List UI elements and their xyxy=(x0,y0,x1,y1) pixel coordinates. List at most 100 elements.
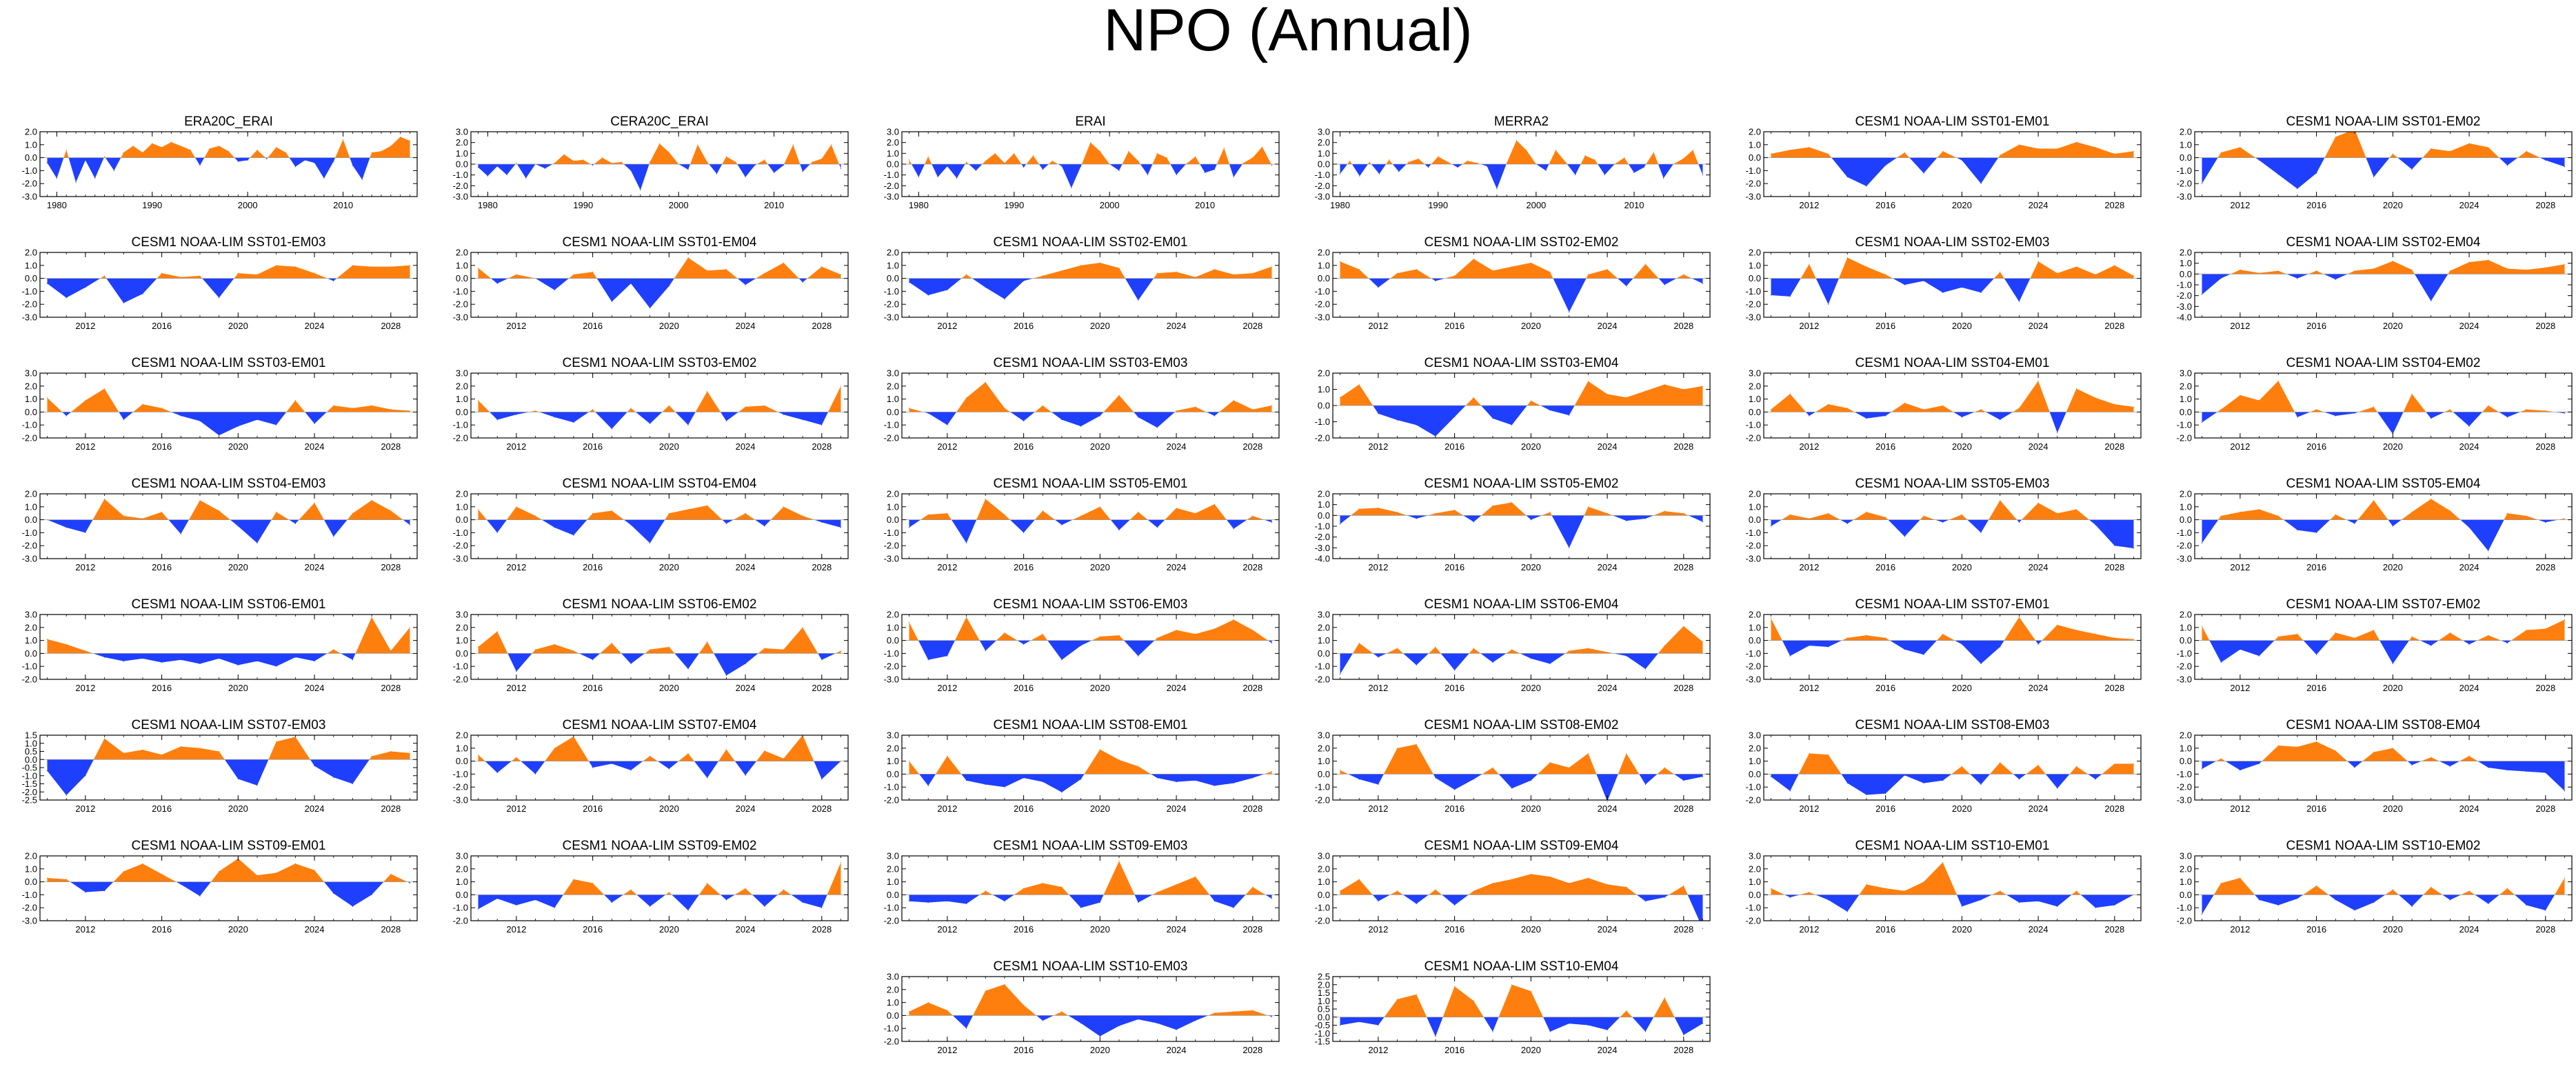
data-point xyxy=(534,773,536,775)
data-point xyxy=(2468,527,2470,528)
panel-title: CESM1 NOAA-LIM SST10-EM04 xyxy=(1425,959,1619,974)
y-tick-label: -2.0 xyxy=(1746,661,1761,672)
y-tick-label: -2.0 xyxy=(1315,299,1330,310)
data-point xyxy=(2526,269,2527,270)
y-tick-label: -3.0 xyxy=(453,795,468,806)
data-point xyxy=(228,150,230,152)
data-point xyxy=(1185,163,1187,165)
y-tick-label: -2.0 xyxy=(22,433,37,443)
data-point xyxy=(554,527,555,528)
y-tick-label: -1.0 xyxy=(22,661,37,672)
data-point xyxy=(1416,743,1417,745)
data-point xyxy=(1435,1036,1436,1037)
y-tick-label: 0.0 xyxy=(1749,635,1761,646)
plot-frame xyxy=(2194,372,2573,439)
y-tick-label: -2.0 xyxy=(22,541,37,551)
data-point xyxy=(1252,515,1254,517)
x-tick-label: 2028 xyxy=(381,924,401,935)
data-point xyxy=(2075,508,2077,510)
y-tick-label: -2.0 xyxy=(2177,916,2192,926)
data-point xyxy=(66,527,67,528)
data-point xyxy=(821,521,823,523)
y-tick-label: 1.0 xyxy=(456,743,468,753)
data-point xyxy=(1454,904,1456,906)
y-tick-label: 0.0 xyxy=(25,755,37,765)
x-tick-label: 2024 xyxy=(736,803,756,814)
panel-chart: CESM1 NOAA-LIM SST02-EM03 2.0 1.0 0.0 -1.0 -2… xyxy=(1746,235,2142,331)
plot-frame xyxy=(2194,493,2573,559)
x-tick-label: 2016 xyxy=(1875,683,1895,693)
panel-chart: CESM1 NOAA-LIM SST01-EM02 2.0 1.0 0.0 -1.0 -2… xyxy=(2177,114,2573,210)
y-tick-label: 0.0 xyxy=(1318,648,1330,659)
data-point xyxy=(2095,397,2096,399)
y-tick-label: -1.0 xyxy=(1746,286,1761,297)
data-point xyxy=(2114,637,2115,639)
data-point xyxy=(2316,532,2317,533)
panel-chart: CESM1 NOAA-LIM SST03-EM02 3.0 2.0 1.0 0.0 -1.… xyxy=(453,356,849,452)
data-point xyxy=(390,750,392,752)
x-tick-label: 2012 xyxy=(506,924,526,935)
y-tick-label: 1.0 xyxy=(2180,258,2192,268)
y-tick-label: -1.0 xyxy=(22,420,37,430)
data-point xyxy=(2564,263,2566,265)
data-point xyxy=(199,895,201,897)
positive-anomaly-area xyxy=(909,749,1272,775)
data-point xyxy=(725,523,727,524)
panel-chart: CESM1 NOAA-LIM SST09-EM01 2.0 1.0 0.0 -1.0 -2… xyxy=(22,839,418,935)
panel-31: CESM1 NOAA-LIM SST07-EM03 1.5 1.0 0.5 0.0 -0.… xyxy=(0,710,432,828)
y-tick-label: -2.0 xyxy=(1315,916,1330,926)
positive-anomaly-area xyxy=(47,737,410,760)
data-point xyxy=(2277,636,2279,637)
y-tick-label: -1.0 xyxy=(1746,420,1761,430)
x-tick-label: 2016 xyxy=(152,683,172,693)
data-point xyxy=(1358,1021,1360,1023)
y-tick-label: 0.0 xyxy=(887,769,899,779)
data-point xyxy=(2258,272,2260,274)
x-tick-label: 2020 xyxy=(1090,562,1110,572)
data-point xyxy=(1118,759,1120,761)
x-tick-label: 2016 xyxy=(583,683,603,693)
data-point xyxy=(209,148,210,150)
negative-anomaly-area xyxy=(909,519,1272,543)
data-point xyxy=(1023,777,1025,779)
y-tick-label: 0.0 xyxy=(456,159,468,170)
data-point xyxy=(1545,170,1547,171)
x-tick-label: 2012 xyxy=(1368,924,1388,935)
data-point xyxy=(294,399,296,401)
plot-frame xyxy=(1332,614,1711,680)
data-point xyxy=(2258,399,2260,401)
x-tick-label: 2024 xyxy=(2029,803,2049,814)
panel-35: CESM1 NOAA-LIM SST08-EM03 3.0 2.0 1.0 0.0 -1.… xyxy=(1724,710,2156,828)
y-tick-label: 3.0 xyxy=(887,730,899,741)
panel-14: CESM1 NOAA-LIM SST03-EM02 3.0 2.0 1.0 0.0 -1.… xyxy=(431,348,863,466)
positive-anomaly-area xyxy=(909,617,1268,641)
y-tick-label: 1.0 xyxy=(2180,622,2192,632)
data-point xyxy=(496,532,498,533)
y-tick-label: -3.0 xyxy=(22,554,37,564)
data-point xyxy=(2545,410,2546,412)
x-tick-label: 2028 xyxy=(1673,924,1693,935)
data-point xyxy=(1604,174,1605,176)
panel-chart: CESM1 NOAA-LIM SST01-EM01 2.0 1.0 0.0 -1.0 -2… xyxy=(1746,114,2142,210)
data-point xyxy=(1683,512,1684,514)
y-tick-label: 3.0 xyxy=(887,851,899,861)
y-tick-label: 0.0 xyxy=(2180,407,2192,417)
y-tick-label: 0.0 xyxy=(1318,510,1330,521)
x-tick-label: 2012 xyxy=(2230,441,2250,452)
panel-title: CERA20C_ERAI xyxy=(610,114,709,129)
data-point xyxy=(1427,167,1429,168)
y-tick-label: 0.0 xyxy=(2180,514,2192,525)
y-tick-label: -1.0 xyxy=(453,420,468,430)
panel-10: CESM1 NOAA-LIM SST02-EM02 2.0 1.0 0.0 -1.0 -2… xyxy=(1293,228,1725,345)
x-tick-label: 2028 xyxy=(812,924,832,935)
data-point xyxy=(237,664,239,666)
y-tick-label: -1.0 xyxy=(453,769,468,779)
data-point xyxy=(94,178,96,179)
negative-anomaly-area xyxy=(909,640,1272,660)
panel-title: CESM1 NOAA-LIM SST10-EM03 xyxy=(994,959,1188,974)
y-tick-label: -1.0 xyxy=(453,286,468,297)
data-point xyxy=(678,163,679,165)
y-tick-label: -1.0 xyxy=(884,170,899,180)
y-tick-label: 2.0 xyxy=(1749,489,1761,499)
data-point xyxy=(237,161,239,162)
